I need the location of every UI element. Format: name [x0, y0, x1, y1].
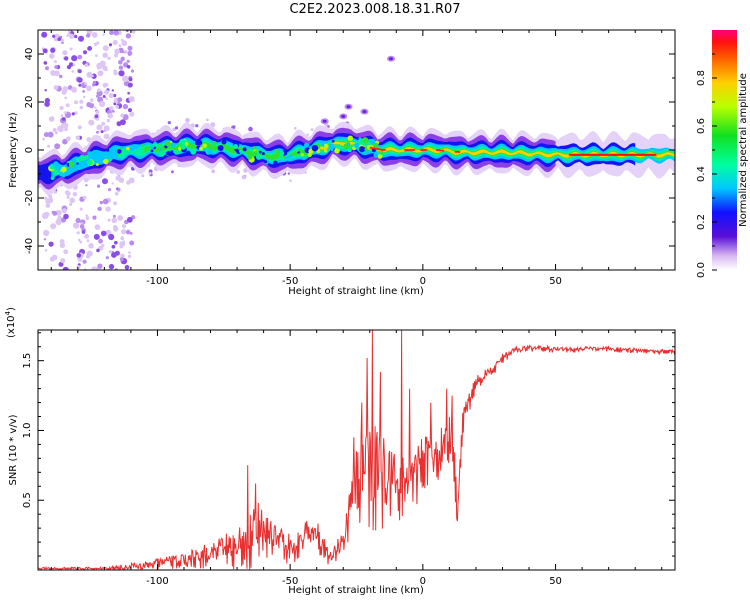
snr-ylabel: SNR (10 * v/v): [8, 414, 19, 485]
snr-frame: [37, 329, 676, 571]
spectrogram-xlabel: Height of straight line (km): [288, 286, 424, 297]
snr-series-line: [38, 330, 675, 570]
colorbar: 0.0 0.2 0.4 0.6 0.8 Normalized spectral ampl…: [696, 30, 749, 278]
snr-xtick-label: -100: [146, 576, 169, 587]
colorbar-tick-label: 0.6: [696, 118, 707, 134]
spectrogram-ylabel: Frequency (Hz): [8, 112, 19, 188]
colorbar-label: Normalized spectral amplitude: [738, 73, 749, 227]
snr-xtick-label: 50: [549, 576, 562, 587]
snr-ytick-label: 1.0: [22, 423, 33, 439]
spectrogram-ytick-label: 0: [24, 147, 35, 153]
colorbar-tick-label: 0.0: [696, 262, 707, 278]
spectrogram-ytick-label: 40: [24, 48, 35, 61]
colorbar-tick-label: 0.4: [696, 166, 707, 182]
chart-title: C2E2.2023.008.18.31.R07: [289, 2, 461, 17]
spectrogram-ytick-label: -40: [24, 238, 35, 254]
spectrogram-frame: [37, 29, 676, 271]
colorbar-tick-label: 0.8: [696, 70, 707, 86]
spectrogram-ytick-label: -20: [24, 190, 35, 206]
spectrogram-panel: -100 -50 0 50 -40 -20 0 20 40 Height of straight…: [8, 29, 676, 297]
snr-xlabel: Height of straight line (km): [288, 585, 424, 596]
colorbar-gradient: [712, 30, 737, 270]
snr-panel: -100 -50 0 50 0.5 1.0 1.5 Height of straight l…: [4, 307, 676, 596]
spectrogram-xtick-label: 50: [549, 276, 562, 287]
snr-xtick-label: -50: [282, 576, 298, 587]
snr-xtick-label: 0: [420, 576, 426, 587]
spectrogram-xtick-label: -100: [146, 276, 169, 287]
spectrogram-ytick-label: 20: [24, 96, 35, 109]
snr-plot-area: [38, 330, 675, 570]
snr-ytick-label: 1.5: [22, 353, 33, 369]
snr-ytick-label: 0.5: [22, 492, 33, 508]
spectrogram-xtick-label: -50: [282, 276, 298, 287]
colorbar-tick-label: 0.2: [696, 214, 707, 230]
spectrogram-xtick-label: 0: [420, 276, 426, 287]
snr-scale-text: (x104): [4, 307, 17, 338]
snr-scale-label: (x104): [4, 307, 17, 338]
